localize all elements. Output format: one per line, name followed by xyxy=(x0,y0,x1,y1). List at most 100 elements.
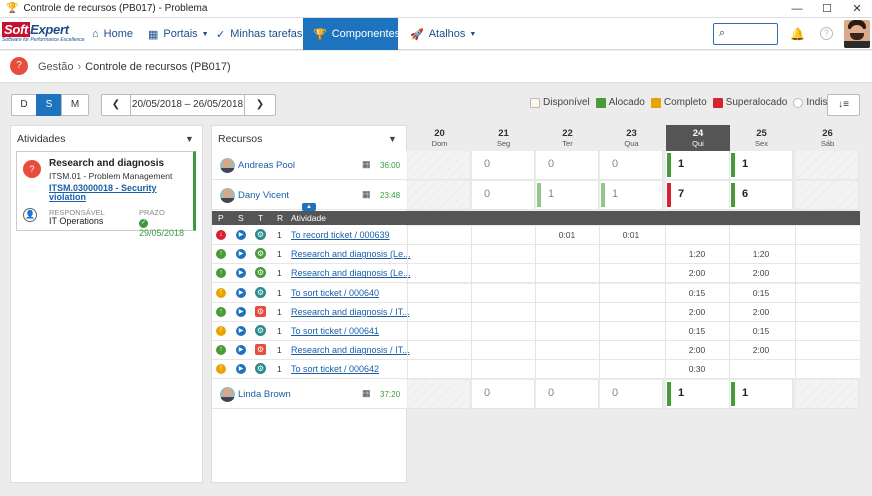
allocation-cell[interactable] xyxy=(796,181,859,210)
search-box[interactable]: ⌕ xyxy=(713,23,778,45)
activity-link[interactable]: Research and diagnosis / IT... xyxy=(291,306,410,317)
activity-time: 2:00 xyxy=(752,345,770,356)
activity-row[interactable]: ↑ ▶ ⚙ 1 Research and diagnosis / IT... 2:00 2:… xyxy=(212,341,860,361)
activity-type-icon: ⚙ xyxy=(255,325,266,336)
resource-avatar xyxy=(220,158,235,173)
filter-icon[interactable]: ▼ xyxy=(388,134,397,144)
activity-link[interactable]: To sort ticket / 000641 xyxy=(291,326,380,336)
sort-button[interactable]: ↓≡ xyxy=(827,94,860,116)
search-input[interactable] xyxy=(734,26,776,42)
activity-card[interactable]: ? Research and diagnosis ITSM.01 - Probl… xyxy=(16,151,196,238)
allocation-cell[interactable]: 1 xyxy=(666,151,730,180)
nav-atalhos[interactable]: 🚀 Atalhos ▼ xyxy=(402,18,484,50)
nav-componentes[interactable]: 🏆 Componentes ▼ xyxy=(303,18,411,50)
allocation-value: 1 xyxy=(742,158,749,170)
nav-tarefas-label: Minhas tarefas xyxy=(230,28,303,40)
day-header-sáb[interactable]: 26 Sáb xyxy=(796,125,859,151)
allocation-bar xyxy=(667,382,671,406)
legend-swatch-superalocado xyxy=(712,97,723,108)
play-icon[interactable]: ▶ xyxy=(236,345,246,356)
allocation-cell[interactable]: 0 xyxy=(600,380,663,409)
allocation-cell[interactable]: 1 xyxy=(600,181,663,210)
allocation-cell[interactable]: 0 xyxy=(536,380,599,409)
day-header-sex[interactable]: 25 Sex xyxy=(730,125,793,151)
activity-link[interactable]: Research and diagnosis (Le... xyxy=(291,249,411,260)
card-link[interactable]: ITSM.03000018 - Security violation xyxy=(49,183,157,202)
activity-link[interactable]: Research and diagnosis / IT... xyxy=(291,345,410,356)
activity-time: 0:30 xyxy=(688,364,706,375)
maximize-button[interactable]: ☐ xyxy=(822,3,832,15)
allocation-cell[interactable]: 6 xyxy=(730,181,793,210)
day-header-seg[interactable]: 21 Seg xyxy=(472,125,535,151)
date-range[interactable]: 20/05/2018 – 26/05/2018 xyxy=(130,94,245,116)
activity-row[interactable]: ↑ ▶ ⚙ 1 Research and diagnosis / IT... 2:00 2:… xyxy=(212,302,860,322)
view-week-button[interactable]: S xyxy=(36,94,62,116)
activity-row[interactable]: ! ▶ ⚙ 1 To sort ticket / 000642 0:30 xyxy=(212,360,860,380)
bell-icon[interactable]: 🔔 xyxy=(790,27,805,41)
allocation-cell[interactable] xyxy=(796,151,859,180)
allocation-cell[interactable]: 1 xyxy=(666,380,730,409)
prev-week-button[interactable]: ❮ xyxy=(101,94,131,116)
minimize-button[interactable]: — xyxy=(791,3,803,15)
day-name: Qua xyxy=(624,139,639,148)
allocation-cell[interactable] xyxy=(408,151,471,180)
activity-time: 2:00 xyxy=(752,268,770,279)
allocation-cell[interactable] xyxy=(408,380,471,409)
calendar-icon[interactable]: ▦ xyxy=(362,388,371,398)
allocation-cell[interactable] xyxy=(796,380,859,409)
allocation-cell[interactable] xyxy=(408,181,471,210)
collapse-toggle-icon[interactable]: ▲ xyxy=(302,203,316,211)
activity-link[interactable]: To sort ticket / 000640 xyxy=(291,287,380,298)
day-header-qui[interactable]: 24 Qui xyxy=(666,125,730,151)
activity-link[interactable]: Research and diagnosis (Le... xyxy=(291,268,411,279)
resource-row[interactable]: Andreas Pool ▦ 36:00 xyxy=(212,151,407,180)
activity-row[interactable]: ↑ ▶ ⚙ 1 Research and diagnosis (Le... 2:00 2:0… xyxy=(212,264,860,284)
play-icon[interactable]: ▶ xyxy=(236,230,246,240)
nav-home[interactable]: ⌂ Home xyxy=(84,18,141,50)
resource-name[interactable]: Dany Vicent xyxy=(238,190,290,201)
breadcrumb-parent[interactable]: Gestão xyxy=(38,61,74,73)
softexpert-logo[interactable]: Soft Expert Software for Performance Exce… xyxy=(2,22,85,45)
view-month-button[interactable]: M xyxy=(61,94,89,116)
resource-row[interactable]: Linda Brown ▦ 37:20 xyxy=(212,380,407,409)
activity-row[interactable]: ! ▶ ⚙ 1 To sort ticket / 000640 0:15 0:15 xyxy=(212,283,860,303)
resource-name[interactable]: Linda Brown xyxy=(238,389,291,400)
allocation-cell[interactable]: 0 xyxy=(536,151,599,180)
nav-portais[interactable]: ▦ Portais ▼ xyxy=(140,18,217,50)
play-icon[interactable]: ▶ xyxy=(236,287,246,298)
allocation-cell[interactable]: 7 xyxy=(666,181,730,210)
allocation-cell[interactable]: 0 xyxy=(472,380,535,409)
play-icon[interactable]: ▶ xyxy=(236,364,246,375)
view-day-button[interactable]: D xyxy=(11,94,37,116)
calendar-icon[interactable]: ▦ xyxy=(362,189,371,199)
day-header-dom[interactable]: 20 Dom xyxy=(408,125,471,151)
activity-row[interactable]: ↓ ▶ ⚙ 1 To record ticket / 000639 0:01 0:01 xyxy=(212,226,860,245)
activity-link[interactable]: To record ticket / 000639 xyxy=(291,230,390,240)
col-p: P xyxy=(218,213,224,223)
resource-name[interactable]: Andreas Pool xyxy=(238,160,296,171)
allocation-cell[interactable]: 0 xyxy=(600,151,663,180)
play-icon[interactable]: ▶ xyxy=(236,306,246,317)
resource-row[interactable]: Dany Vicent ▦ 23:48 xyxy=(212,181,407,210)
day-header-qua[interactable]: 23 Qua xyxy=(600,125,663,151)
play-icon[interactable]: ▶ xyxy=(236,326,246,336)
allocation-cell[interactable]: 0 xyxy=(472,151,535,180)
allocation-cell[interactable]: 1 xyxy=(730,151,793,180)
allocation-cell[interactable]: 1 xyxy=(536,181,599,210)
allocation-cell[interactable]: 1 xyxy=(730,380,793,409)
allocation-value: 0 xyxy=(612,387,619,399)
activity-link[interactable]: To sort ticket / 000642 xyxy=(291,364,380,375)
play-icon[interactable]: ▶ xyxy=(236,268,246,279)
calendar-icon[interactable]: ▦ xyxy=(362,159,371,169)
priority-up-icon: ↑ xyxy=(216,249,226,260)
close-button[interactable]: ✕ xyxy=(852,3,862,15)
play-icon[interactable]: ▶ xyxy=(236,249,246,260)
filter-icon[interactable]: ▼ xyxy=(185,134,194,144)
help-icon[interactable]: ? xyxy=(820,27,833,40)
next-week-button[interactable]: ❯ xyxy=(244,94,276,116)
activity-row[interactable]: ! ▶ ⚙ 1 To sort ticket / 000641 0:15 0:15 xyxy=(212,322,860,341)
user-avatar[interactable] xyxy=(844,20,870,48)
activity-row[interactable]: ↑ ▶ ⚙ 1 Research and diagnosis (Le... 1:20 1:2… xyxy=(212,245,860,265)
allocation-cell[interactable]: 0 xyxy=(472,181,535,210)
day-header-ter[interactable]: 22 Ter xyxy=(536,125,599,151)
